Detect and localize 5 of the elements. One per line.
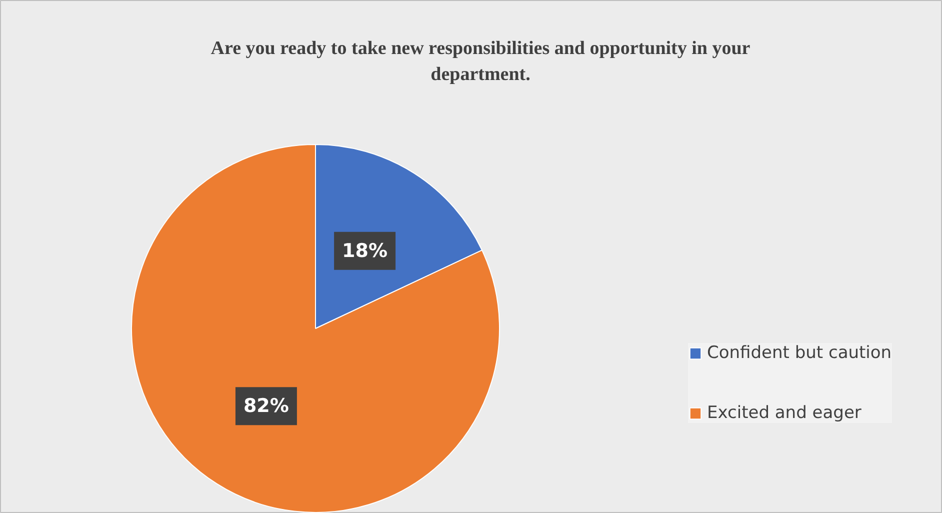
- data-label: 82%: [243, 395, 289, 418]
- legend-label: Confident but caution: [707, 343, 892, 363]
- chart-title: Are you ready to take new responsibilities and opportunity in your department.: [210, 38, 751, 85]
- data-label: 18%: [342, 240, 388, 262]
- legend-label: Excited and eager: [707, 403, 862, 423]
